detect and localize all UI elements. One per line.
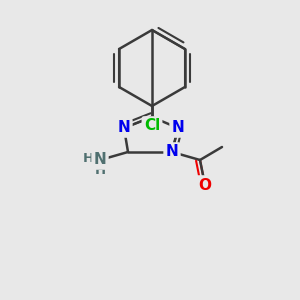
Text: N: N — [172, 121, 184, 136]
Text: N: N — [94, 152, 106, 167]
Text: H: H — [82, 152, 94, 164]
Text: O: O — [199, 178, 212, 193]
Text: H: H — [94, 164, 106, 176]
Text: N: N — [118, 121, 130, 136]
Text: Cl: Cl — [144, 118, 160, 134]
Text: N: N — [166, 145, 178, 160]
